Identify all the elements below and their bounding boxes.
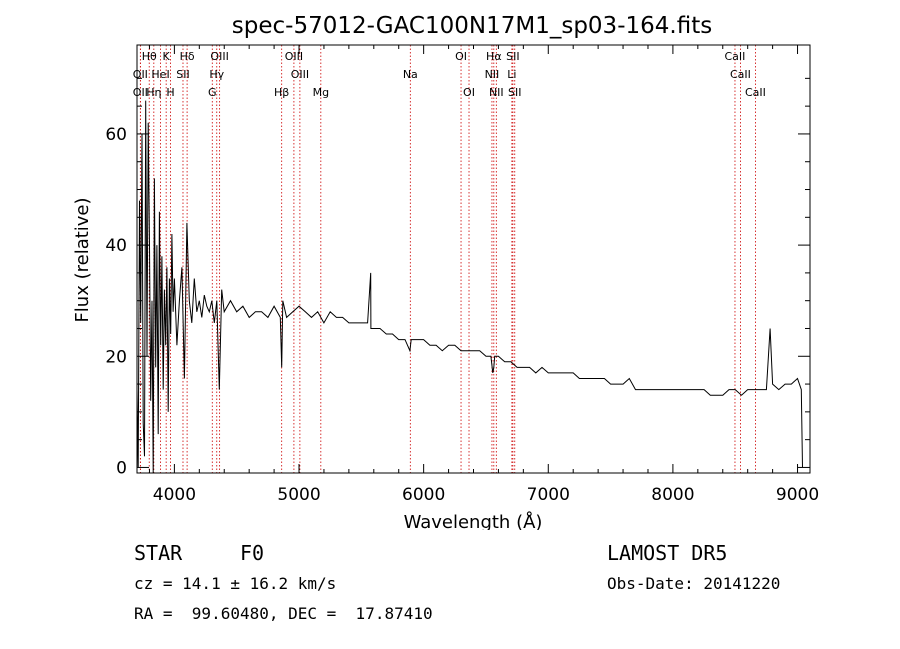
survey-name: LAMOST DR5 (607, 541, 728, 565)
x-tick-label: 7000 (527, 485, 570, 505)
emission-line-markers (139, 45, 756, 473)
line-label: OIII (210, 50, 228, 63)
line-label: NII (489, 86, 504, 99)
line-label: SII (176, 68, 189, 81)
line-label: Hθ (142, 50, 157, 63)
line-label: SII (508, 86, 521, 99)
line-label: Mg (313, 86, 329, 99)
line-label: NII (485, 68, 500, 81)
x-axis-label: Wavelength (Å) (404, 511, 543, 530)
line-label: H (166, 86, 174, 99)
line-label: SII (506, 50, 519, 63)
line-label: HeI (151, 68, 169, 81)
line-label: CaII (730, 68, 751, 81)
line-label: OIII (285, 50, 303, 63)
line-label: OI (463, 86, 475, 99)
redshift-velocity: cz = 14.1 ± 16.2 km/s (134, 574, 337, 593)
y-tick-labels: 0 20 40 60 (105, 125, 127, 479)
y-tick-label: 20 (105, 347, 127, 367)
x-tick-label: 8000 (651, 485, 694, 505)
object-subclass: F0 (240, 541, 265, 565)
observation-date: Obs-Date: 20141220 (607, 574, 781, 593)
y-tick-label: 60 (105, 125, 127, 145)
y-axis-label: Flux (relative) (72, 197, 93, 322)
object-class: STAR (134, 541, 183, 565)
y-tick-label: 40 (105, 236, 127, 256)
x-tick-label: 6000 (402, 485, 445, 505)
line-label: K (163, 50, 171, 63)
x-tick-label: 4000 (153, 485, 196, 505)
line-label: CaII (725, 50, 746, 63)
line-label: Na (403, 68, 418, 81)
ra-dec-coordinates: RA = 99.60480, DEC = 17.87410 (134, 604, 433, 623)
line-label: Li (507, 68, 516, 81)
x-tick-label: 5000 (277, 485, 320, 505)
spectrum-chart: spec-57012-GAC100N17M1_sp03-164.fits OII… (72, 13, 819, 530)
line-label: OIII (291, 68, 309, 81)
line-label: Hγ (209, 68, 224, 81)
line-label: Hα (486, 50, 502, 63)
x-tick-label: 9000 (776, 485, 819, 505)
line-label: CaII (745, 86, 766, 99)
chart-title: spec-57012-GAC100N17M1_sp03-164.fits (232, 13, 712, 39)
line-label: OII (133, 68, 148, 81)
x-tick-labels: 4000 5000 6000 7000 8000 9000 (153, 485, 819, 505)
line-label: OI (455, 50, 467, 63)
axis-ticks (137, 45, 810, 473)
plot-frame (136, 44, 811, 474)
line-label: Hδ (180, 50, 195, 63)
spectrum-series (136, 100, 803, 474)
line-label: Hη (146, 86, 161, 99)
line-label: Hβ (274, 86, 289, 99)
line-label: G (208, 86, 217, 99)
y-tick-label: 0 (116, 458, 127, 478)
